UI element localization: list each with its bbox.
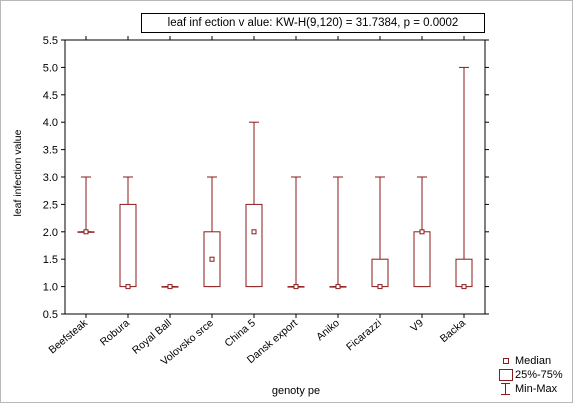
- median-marker: [461, 284, 467, 290]
- legend-item-median: Median: [497, 354, 563, 368]
- y-tick-label: 3.5: [43, 145, 58, 157]
- y-tick-label: 1.0: [43, 282, 58, 294]
- whisker-marker-icon: [501, 383, 511, 395]
- chart-title: leaf inf ection v alue: KW-H(9,120) = 31…: [141, 13, 485, 33]
- median-marker-icon: [503, 358, 509, 364]
- box-marker-icon: [499, 369, 513, 381]
- legend-label: 25%-75%: [515, 369, 563, 381]
- median-marker: [293, 284, 299, 290]
- y-tick-label: 4.0: [43, 117, 58, 129]
- y-tick-label: 3.0: [43, 172, 58, 184]
- legend-label: Min-Max: [515, 383, 558, 395]
- iqr-box: [413, 231, 431, 288]
- median-marker: [419, 229, 425, 235]
- legend: Median 25%-75% Min-Max: [497, 354, 563, 396]
- x-tick-label: Backa: [438, 317, 468, 345]
- x-tick-label: Robura: [98, 317, 132, 348]
- legend-item-box: 25%-75%: [497, 368, 563, 382]
- y-tick-label: 2.0: [43, 227, 58, 239]
- median-marker: [167, 284, 173, 290]
- x-tick-label: V9: [408, 317, 426, 335]
- x-tick-label: Beefsteak: [46, 317, 90, 357]
- median-marker: [83, 229, 89, 235]
- x-tick-label: Ficarazzi: [344, 317, 384, 353]
- median-marker: [125, 284, 131, 290]
- median-marker: [335, 284, 341, 290]
- x-axis-label: genoty pe: [271, 385, 321, 397]
- y-tick-label: 5.0: [43, 62, 58, 74]
- y-tick-label: 5.5: [43, 35, 58, 47]
- iqr-box: [245, 203, 263, 288]
- y-axis-label: leaf infection value: [12, 129, 24, 217]
- iqr-box: [455, 258, 473, 288]
- iqr-box: [119, 203, 137, 288]
- y-tick-label: 1.5: [43, 254, 58, 266]
- median-marker: [209, 256, 215, 262]
- x-tick-label: Aniko: [314, 317, 342, 343]
- x-tick-label: China 5: [222, 317, 258, 350]
- y-tick-label: 0.5: [43, 309, 58, 321]
- iqr-box: [371, 258, 389, 288]
- legend-label: Median: [515, 355, 552, 367]
- y-tick-label: 4.5: [43, 90, 58, 102]
- median-marker: [251, 229, 257, 235]
- median-marker: [377, 284, 383, 290]
- y-tick-label: 2.5: [43, 199, 58, 211]
- legend-item-range: Min-Max: [497, 382, 563, 396]
